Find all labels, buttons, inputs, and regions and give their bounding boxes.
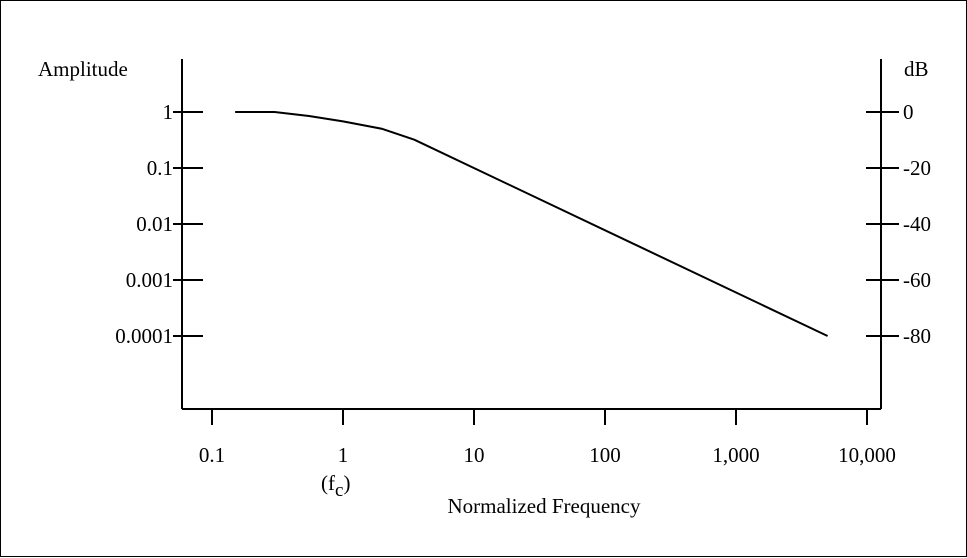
right-y-tick-label: -20 [903,156,931,180]
right-y-axis-label: dB [904,57,929,81]
x-annotation-label: (fc) [321,471,350,501]
x-tick-label: 0.1 [199,443,225,467]
chart-series-group [235,111,829,337]
left-y-tick-label: 1 [163,100,174,124]
x-tick-label: 10,000 [838,443,896,467]
chart-ticks [173,111,899,425]
series-line-0 [235,111,829,337]
chart-labels: 0.1 1 10 100 1,000 10,000(fc)Normalized Frequ… [38,57,931,518]
right-y-tick-label: 0 [903,100,914,124]
left-y-tick-label: 0.01 [136,212,173,236]
left-y-tick-label: 0.001 [126,268,173,292]
x-tick-label: 1,000 [712,443,759,467]
x-tick-label: 10 [464,443,485,467]
chart-axes [181,59,882,410]
right-y-tick-label: -80 [903,324,931,348]
left-y-tick-label: 0.1 [147,156,173,180]
left-y-tick-label: 0.0001 [115,324,173,348]
x-tick-label: 100 [589,443,621,467]
right-y-tick-label: -40 [903,212,931,236]
x-tick-label: 1 [338,443,349,467]
left-y-axis-label: Amplitude [38,57,128,81]
x-axis-label: Normalized Frequency [447,494,641,518]
right-y-tick-label: -60 [903,268,931,292]
